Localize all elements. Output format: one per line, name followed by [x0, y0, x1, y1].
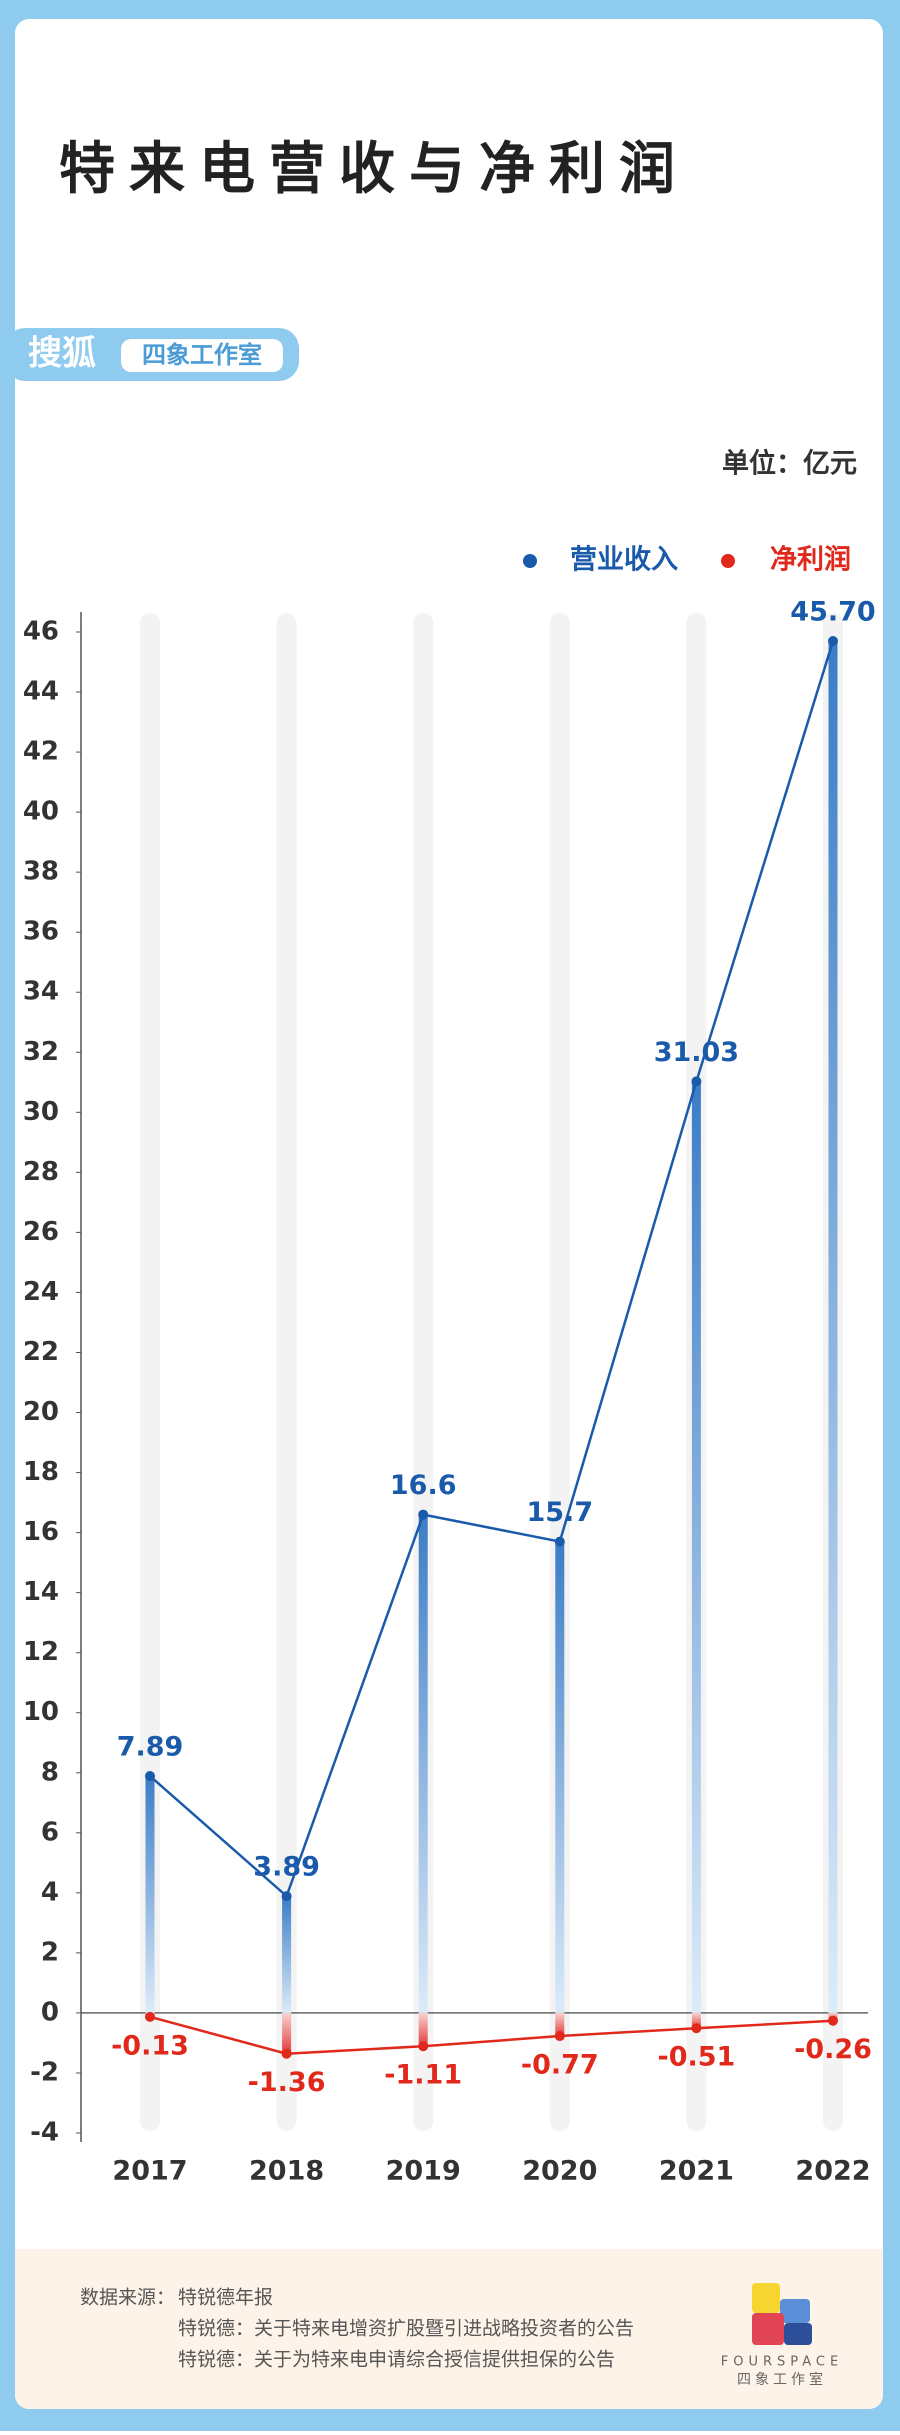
logo [752, 2283, 812, 2345]
y-tick-label: -2 [30, 2057, 59, 2087]
value-label: 31.03 [654, 1037, 739, 1068]
y-tick-label: 22 [23, 1337, 59, 1367]
y-tick-label: 8 [41, 1757, 59, 1787]
bar [418, 2012, 428, 2047]
y-tick-label: 24 [23, 1277, 59, 1307]
bar [145, 1776, 155, 2013]
point [145, 2011, 155, 2022]
y-tick-label: 26 [23, 1217, 59, 1247]
source-line: 特锐德：关于特来电增资扩股暨引进战略投资者的公告 [178, 2318, 634, 2340]
y-tick-label: 46 [23, 617, 59, 647]
bar [828, 641, 838, 2013]
y-tick-label: 28 [23, 1157, 59, 1187]
y-tick-label: 44 [23, 677, 59, 707]
y-tick-label: 30 [23, 1097, 59, 1127]
source-line: 特锐德年报 [178, 2287, 273, 2309]
value-label: -0.51 [657, 2042, 735, 2073]
chart-title: 特来电营收与净利润 [59, 137, 689, 202]
value-label: -0.77 [521, 2050, 599, 2081]
value-label: 45.70 [790, 597, 875, 628]
point [554, 2031, 565, 2042]
x-tick-label: 2018 [249, 2156, 324, 2187]
x-tick-label: 2020 [522, 2156, 597, 2187]
y-tick-label: 18 [23, 1457, 59, 1487]
logo-piece [752, 2283, 780, 2313]
footer-panel [15, 2249, 883, 2409]
point [828, 636, 838, 647]
point [691, 2023, 702, 2034]
logo-name: FOURSPACE [721, 2355, 843, 2370]
y-tick-label: 10 [23, 1697, 59, 1727]
y-tick-label: 0 [41, 1997, 59, 2027]
value-label: -0.13 [111, 2030, 189, 2061]
y-tick-label: 16 [23, 1517, 59, 1547]
point [828, 2015, 838, 2026]
legend-label: 营业收入 [570, 545, 678, 576]
x-tick-label: 2019 [386, 2156, 461, 2187]
x-tick-label: 2021 [659, 2156, 734, 2187]
bar [282, 1896, 292, 2013]
source-label: 数据来源： [80, 2287, 175, 2309]
unit-label: 单位：亿元 [722, 448, 857, 480]
logo-subname: 四象工作室 [737, 2371, 827, 2388]
logo-piece [780, 2299, 810, 2323]
legend: 营业收入 净利润 [523, 544, 851, 576]
y-tick-label: 4 [41, 1877, 59, 1907]
value-label: -1.36 [248, 2067, 326, 2098]
brand-studio: 四象工作室 [142, 341, 262, 369]
point [554, 1536, 565, 1547]
bar [282, 2012, 292, 2054]
value-label: 7.89 [117, 1732, 184, 1763]
brand-source: 搜狐 [28, 334, 96, 374]
y-tick-label: 12 [23, 1637, 59, 1667]
y-tick-label: 42 [23, 737, 59, 767]
bar [691, 2012, 701, 2029]
y-tick-label: 14 [23, 1577, 59, 1607]
value-label: 15.7 [526, 1497, 593, 1528]
y-tick-label: 32 [23, 1037, 59, 1067]
y-tick-label: 20 [23, 1397, 59, 1427]
plot: -4-2024681012141618202224262830323436384… [23, 597, 876, 2187]
y-tick-label: 36 [23, 917, 59, 947]
value-label: -0.26 [794, 2034, 872, 2065]
bar [418, 1514, 428, 2013]
line [149, 2015, 834, 2056]
y-tick-label: -4 [30, 2118, 59, 2148]
legend-marker [523, 554, 537, 568]
point [418, 1509, 429, 1520]
value-label: 3.89 [253, 1852, 320, 1883]
brand-pill [121, 339, 283, 372]
point [691, 1076, 702, 1087]
y-tick-label: 2 [41, 1937, 59, 1967]
value-label: 16.6 [390, 1470, 457, 1501]
y-tick-label: 34 [23, 977, 59, 1007]
column-track [549, 613, 570, 2131]
bar [555, 2012, 565, 2037]
value-label: -1.11 [384, 2060, 462, 2091]
card [15, 19, 883, 2409]
y-tick-label: 38 [23, 857, 59, 887]
logo-piece [784, 2323, 812, 2345]
logo-piece [752, 2313, 784, 2345]
x-tick-label: 2017 [112, 2156, 187, 2187]
legend-label: 净利润 [770, 544, 851, 576]
point [281, 1891, 292, 1902]
point [145, 1771, 155, 1782]
point [281, 2048, 292, 2059]
bar [555, 1541, 565, 2013]
column-track [413, 613, 434, 2131]
source-line: 特锐德：关于为特来电申请综合授信提供担保的公告 [178, 2349, 615, 2371]
column-track [276, 613, 297, 2131]
x-tick-label: 2022 [795, 2156, 870, 2187]
bar [691, 1081, 701, 2013]
y-tick-label: 40 [23, 797, 59, 827]
point [418, 2041, 429, 2052]
y-tick-label: 6 [41, 1817, 59, 1847]
legend-marker [721, 554, 735, 568]
line [149, 640, 835, 1899]
column-track [140, 613, 160, 2131]
